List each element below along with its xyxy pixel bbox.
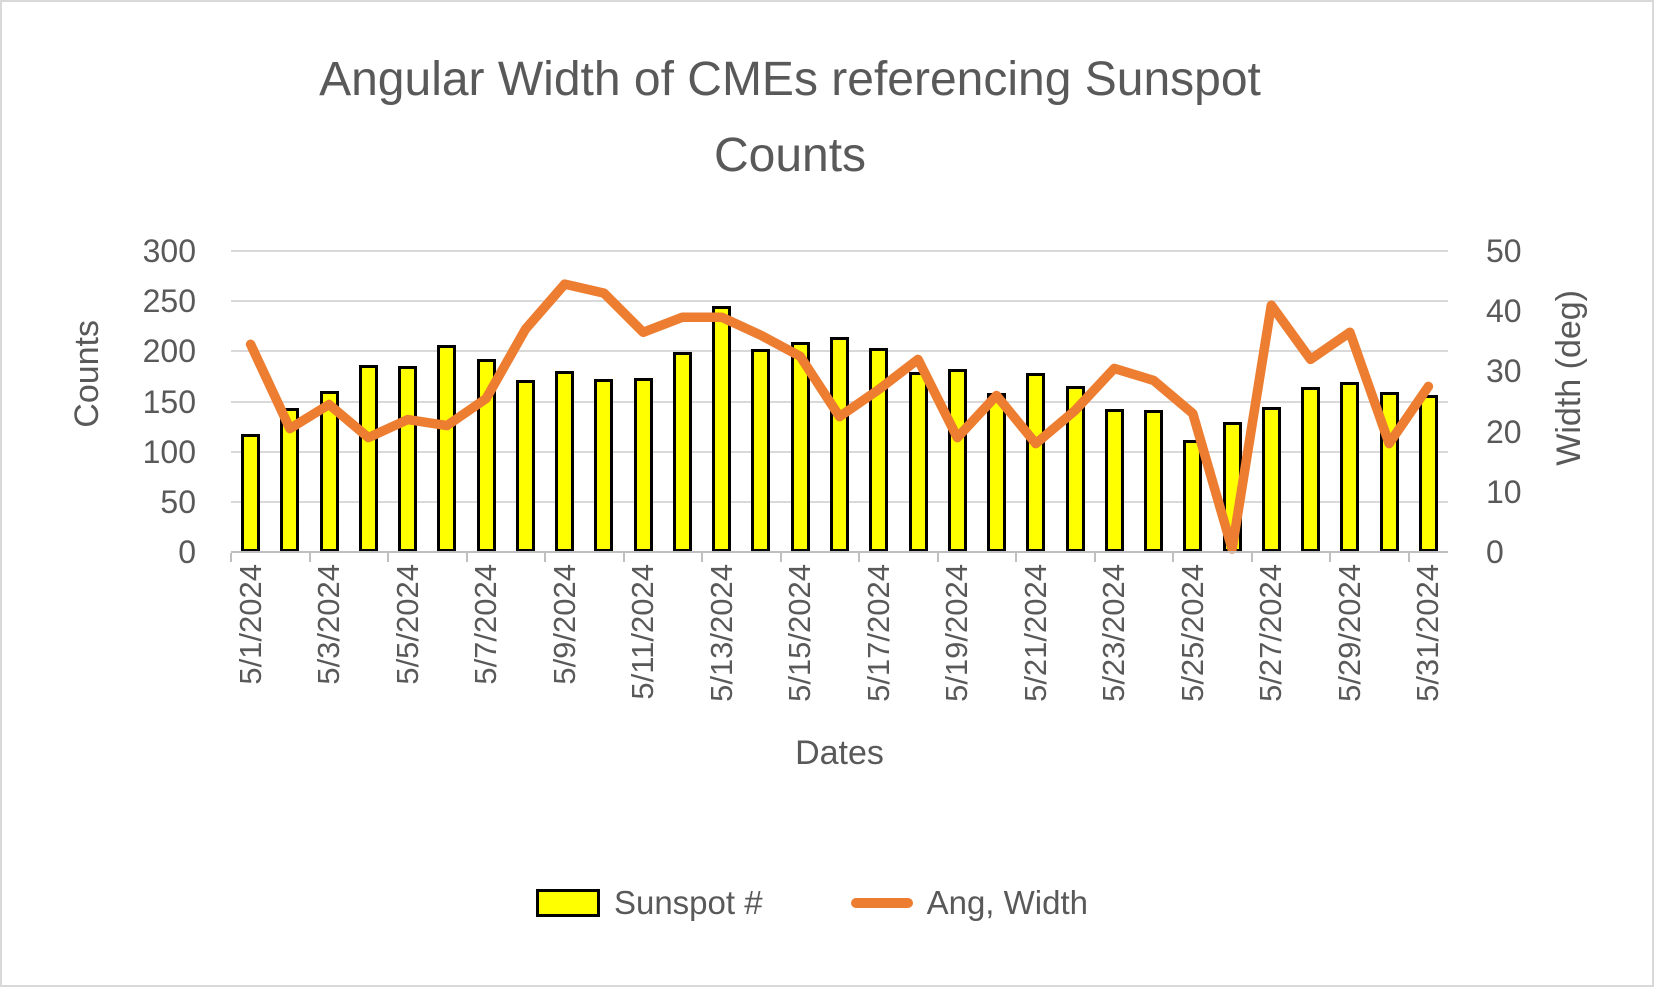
- bar-5/13/2024: [712, 306, 732, 552]
- x-axis-label-5/31/2024: 5/31/2024: [1410, 564, 1446, 702]
- bar-5/1/2024: [241, 434, 261, 552]
- bar-5/11/2024: [633, 378, 653, 552]
- x-axis-label-5/23/2024: 5/23/2024: [1096, 564, 1132, 702]
- gridline-250: [231, 300, 1448, 303]
- bar-5/12/2024: [672, 352, 692, 552]
- x-axis-tick: [1407, 553, 1410, 562]
- bar-5/23/2024: [1104, 409, 1124, 552]
- left-axis-tick-200: 200: [142, 333, 196, 370]
- bar-5/15/2024: [790, 342, 810, 552]
- left-axis-tick-100: 100: [142, 433, 196, 470]
- chart-title: Angular Width of CMEs referencing Sunspo…: [2, 42, 1578, 194]
- legend-swatch-sunspot: [535, 889, 600, 917]
- x-axis-tick: [230, 553, 232, 562]
- x-axis-tick: [387, 553, 390, 562]
- x-axis-title: Dates: [795, 734, 884, 772]
- x-axis-label-5/15/2024: 5/15/2024: [782, 564, 818, 702]
- x-axis-tick: [779, 553, 782, 562]
- bar-5/28/2024: [1301, 387, 1321, 552]
- x-axis-label-5/17/2024: 5/17/2024: [860, 564, 896, 702]
- x-axis-label-5/1/2024: 5/1/2024: [232, 564, 268, 685]
- x-axis-tick: [701, 553, 704, 562]
- x-axis-label-5/9/2024: 5/9/2024: [546, 564, 582, 685]
- x-axis-tick: [1093, 553, 1096, 562]
- chart-title-line2: Counts: [713, 129, 867, 182]
- x-axis-tick: [1250, 553, 1253, 562]
- ang-width-line-layer: [245, 279, 1434, 554]
- right-axis-tick-10: 10: [1486, 473, 1522, 510]
- bar-5/18/2024: [908, 372, 928, 552]
- x-axis-label-5/11/2024: 5/11/2024: [625, 564, 661, 700]
- x-axis-label-5/7/2024: 5/7/2024: [468, 564, 504, 685]
- bar-5/6/2024: [437, 345, 457, 552]
- right-axis-tick-40: 40: [1486, 293, 1522, 330]
- bar-5/8/2024: [515, 380, 535, 552]
- bar-5/25/2024: [1183, 440, 1203, 552]
- bar-5/5/2024: [398, 366, 418, 552]
- right-axis-tick-50: 50: [1486, 233, 1522, 269]
- x-axis-tick: [308, 553, 311, 562]
- legend-label-ang-width: Ang, Width: [926, 884, 1089, 921]
- x-axis-tick: [1172, 553, 1175, 562]
- x-axis-tick: [858, 553, 861, 562]
- left-axis-tick-300: 300: [142, 233, 196, 269]
- x-axis-label-5/25/2024: 5/25/2024: [1174, 564, 1210, 702]
- bar-5/3/2024: [319, 391, 339, 552]
- chart-title-line1: Angular Width of CMEs referencing Sunspo…: [319, 53, 1261, 106]
- right-axis-tick-30: 30: [1486, 353, 1522, 390]
- bar-5/27/2024: [1261, 407, 1281, 552]
- x-axis-label-5/3/2024: 5/3/2024: [311, 564, 347, 685]
- legend-label-sunspot: Sunspot #: [613, 884, 763, 921]
- bar-5/24/2024: [1144, 410, 1164, 552]
- bar-5/17/2024: [869, 348, 889, 552]
- left-axis-tick-50: 50: [160, 483, 196, 520]
- left-axis-tick-250: 250: [142, 283, 196, 320]
- legend: Sunspot # Ang, Width: [2, 884, 1622, 922]
- ang-width-line: [245, 279, 1434, 554]
- left-axis-tick-150: 150: [142, 383, 196, 420]
- x-axis-tick: [1015, 553, 1018, 562]
- x-axis-label-5/19/2024: 5/19/2024: [939, 564, 975, 702]
- x-axis-tick: [544, 553, 547, 562]
- bar-5/21/2024: [1026, 373, 1046, 552]
- x-axis-tick: [465, 553, 468, 562]
- x-axis-tick: [622, 553, 625, 562]
- bar-5/10/2024: [594, 379, 614, 552]
- bar-5/19/2024: [947, 369, 967, 552]
- x-axis-label-5/21/2024: 5/21/2024: [1017, 564, 1053, 702]
- legend-swatch-ang-width: [850, 898, 913, 908]
- x-axis-tick: [936, 553, 939, 562]
- x-axis-label-5/5/2024: 5/5/2024: [389, 564, 425, 685]
- bar-5/29/2024: [1340, 382, 1360, 552]
- bar-5/14/2024: [751, 349, 771, 552]
- bar-5/9/2024: [555, 371, 575, 552]
- x-axis-tick: [1329, 553, 1332, 562]
- right-axis-tick-20: 20: [1486, 413, 1522, 450]
- gridline-300: [231, 250, 1448, 252]
- x-axis-label-5/29/2024: 5/29/2024: [1331, 564, 1367, 702]
- bar-5/4/2024: [358, 365, 378, 552]
- bar-5/31/2024: [1418, 395, 1438, 552]
- x-axis-label-5/27/2024: 5/27/2024: [1253, 564, 1289, 702]
- plot-area: [231, 250, 1448, 554]
- bar-5/2/2024: [280, 408, 300, 552]
- bar-5/22/2024: [1065, 386, 1085, 552]
- left-axis-tick-0: 0: [178, 534, 196, 570]
- bar-5/16/2024: [830, 337, 849, 552]
- right-axis-tick-0: 0: [1486, 534, 1504, 570]
- x-axis-line: [231, 551, 1448, 553]
- x-axis-label-5/13/2024: 5/13/2024: [703, 564, 739, 702]
